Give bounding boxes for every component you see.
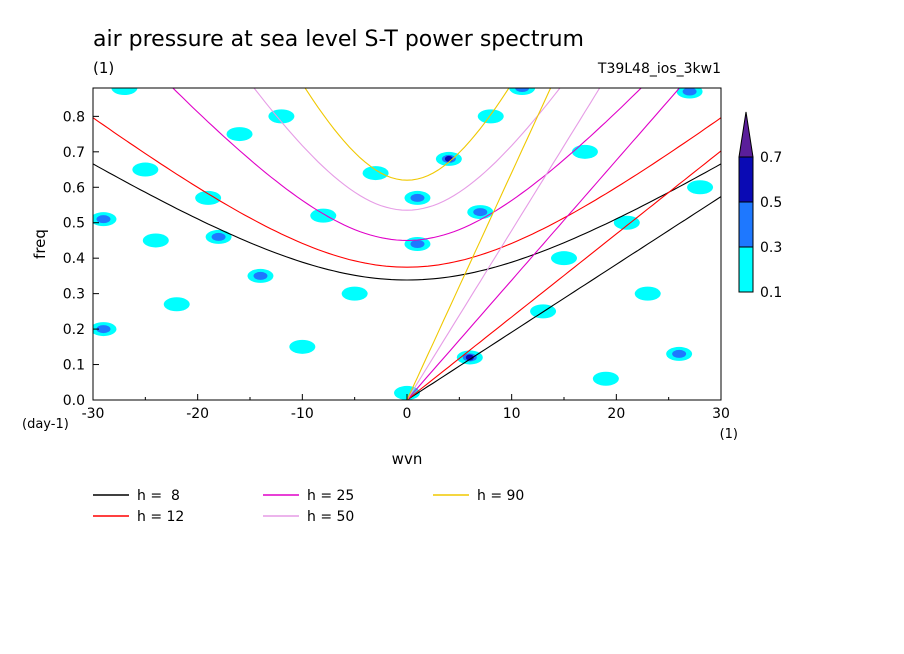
x-tick-label: -30 bbox=[82, 406, 105, 422]
contour-patch bbox=[687, 180, 714, 195]
inertio-gravity-curve bbox=[253, 88, 561, 211]
contour-patch-core bbox=[682, 88, 697, 96]
contour-patch-core bbox=[473, 208, 488, 217]
contour-patch-core bbox=[253, 271, 268, 280]
contour-layer bbox=[93, 88, 714, 400]
y-tick-label: 0.8 bbox=[63, 109, 85, 125]
contour-patch bbox=[289, 339, 316, 354]
contour-patch-core bbox=[410, 193, 425, 202]
colorbar-label: 0.3 bbox=[760, 240, 782, 256]
dispersion-curves bbox=[93, 88, 721, 400]
colorbar: 0.1 0.3 0.5 0.7 bbox=[738, 111, 782, 301]
x-axis-unit: (1) bbox=[720, 427, 738, 442]
contour-patch bbox=[132, 162, 159, 177]
y-tick-label: 0.2 bbox=[63, 322, 85, 338]
contour-patch bbox=[341, 286, 368, 301]
contour-patch-core bbox=[672, 349, 687, 358]
contour-patch-core bbox=[96, 215, 111, 224]
legend-label: h = 12 bbox=[137, 509, 184, 525]
contour-patch bbox=[310, 208, 337, 223]
contour-patch bbox=[613, 215, 640, 230]
contour-patch bbox=[142, 233, 169, 248]
inertio-gravity-curve bbox=[172, 88, 642, 241]
contour-patch-core bbox=[515, 88, 530, 92]
y-tick-label: 0.5 bbox=[63, 216, 85, 232]
contour-patch-core bbox=[211, 232, 226, 241]
kelvin-curve bbox=[406, 150, 721, 400]
contour-patch bbox=[195, 190, 222, 205]
legend-label: h = 25 bbox=[307, 488, 354, 504]
contour-patch bbox=[634, 286, 661, 301]
contour-patch bbox=[268, 109, 295, 124]
contour-patch bbox=[226, 127, 253, 142]
y-tick-label: 0.7 bbox=[63, 145, 85, 161]
x-tick-label: -20 bbox=[186, 406, 209, 422]
contour-patch bbox=[571, 144, 598, 159]
colorbar-label: 0.7 bbox=[760, 150, 782, 166]
y-tick-label: 0.0 bbox=[63, 393, 85, 409]
kelvin-curve bbox=[406, 88, 601, 400]
x-axis: -30 -20 -10 0 10 20 30 bbox=[82, 394, 730, 422]
colorbar-arrow bbox=[738, 111, 754, 158]
colorbar-box bbox=[738, 201, 754, 248]
contour-patch bbox=[477, 109, 504, 124]
legend-label: h = 50 bbox=[307, 509, 354, 525]
colorbar-label: 0.5 bbox=[760, 195, 782, 211]
contour-patch-peak bbox=[465, 354, 474, 361]
colorbar-box bbox=[738, 246, 754, 293]
contour-patch-core bbox=[96, 325, 111, 334]
run-label: T39L48_ios_3kw1 bbox=[597, 61, 721, 77]
chart-title: air pressure at sea level S-T power spec… bbox=[93, 27, 584, 52]
x-tick-label: 20 bbox=[607, 406, 625, 422]
inertio-gravity-curve bbox=[304, 88, 510, 181]
contour-patch bbox=[111, 88, 138, 95]
y-tick-label: 0.1 bbox=[63, 358, 85, 374]
kelvin-curve bbox=[406, 88, 681, 400]
contour-patch bbox=[592, 371, 619, 386]
y-axis-unit: (day-1) bbox=[22, 417, 69, 432]
colorbar-box bbox=[738, 156, 754, 203]
contour-patch-core bbox=[410, 240, 425, 248]
y-tick-label: 0.4 bbox=[63, 251, 85, 267]
kelvin-curve bbox=[406, 88, 552, 400]
x-axis-label: wvn bbox=[392, 450, 423, 468]
x-tick-label: 0 bbox=[403, 406, 412, 422]
contour-patch bbox=[362, 166, 389, 181]
legend: h = 8 h = 12 h = 25 h = 50 h = 90 bbox=[93, 488, 524, 525]
y-axis-label: freq bbox=[31, 229, 49, 259]
x-tick-label: -10 bbox=[291, 406, 314, 422]
colorbar-label: 0.1 bbox=[760, 285, 782, 301]
inertio-gravity-curve bbox=[93, 163, 721, 281]
y-tick-label: 0.6 bbox=[63, 180, 85, 196]
contour-patch bbox=[163, 297, 190, 312]
contour-patch-peak bbox=[444, 155, 453, 162]
y-axis: 0.0 0.1 0.2 0.3 0.4 0.5 0.6 0.7 0.8 bbox=[63, 109, 99, 409]
legend-label: h = 90 bbox=[477, 488, 524, 504]
x-tick-label: 10 bbox=[503, 406, 521, 422]
inertio-gravity-curve bbox=[93, 117, 721, 268]
legend-label: h = 8 bbox=[137, 488, 180, 504]
y-tick-label: 0.3 bbox=[63, 287, 85, 303]
contour-patch bbox=[551, 251, 577, 266]
kelvin-curve bbox=[406, 196, 721, 400]
x-tick-label: 30 bbox=[712, 406, 730, 422]
chart-subtitle: (1) bbox=[93, 59, 114, 77]
